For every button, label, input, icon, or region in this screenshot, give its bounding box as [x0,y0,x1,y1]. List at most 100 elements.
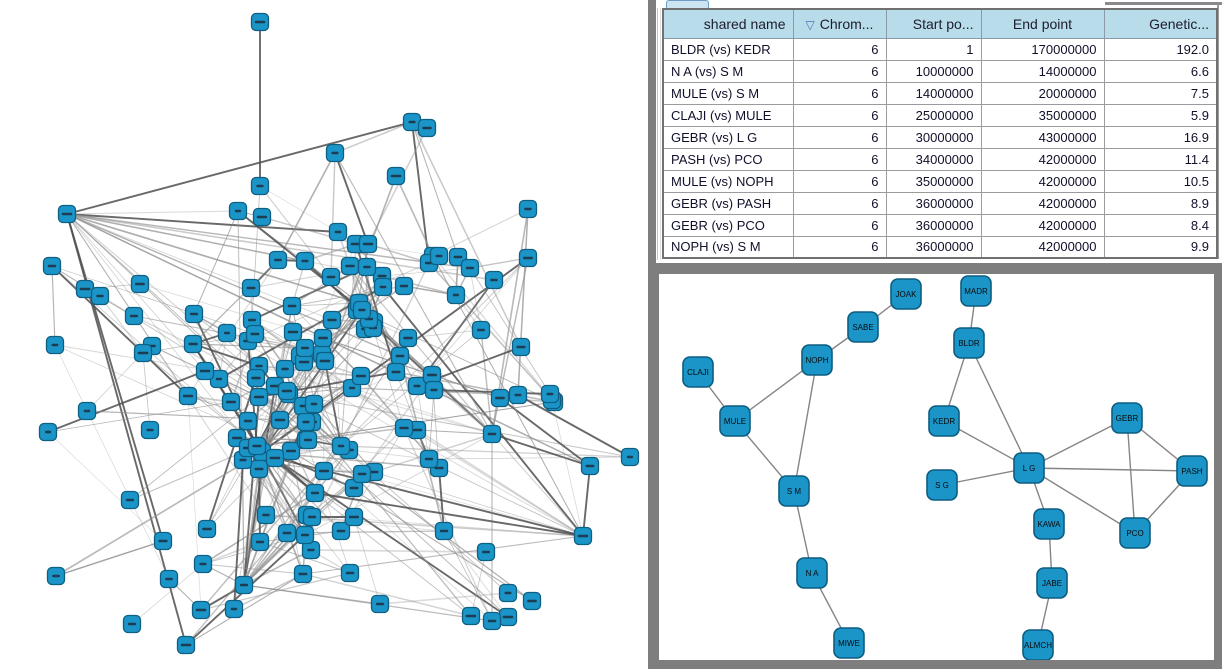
table-cell[interactable]: 192.0 [1103,37,1218,61]
table-cell[interactable]: 42000000 [980,235,1105,259]
table-cell[interactable]: 5.9 [1103,103,1218,127]
node-label-mark [301,346,309,350]
network-node-sm[interactable] [778,475,810,507]
network-node-pash[interactable] [1176,455,1208,487]
table-cell[interactable]: 42000000 [980,147,1105,171]
table-cell[interactable]: 42000000 [980,213,1105,237]
table-cell[interactable]: 10000000 [885,59,982,83]
table-cell[interactable]: 16.9 [1103,125,1218,149]
table-row[interactable]: GEBR (vs) PCO 6 36000000 42000000 8.4 [662,213,1218,237]
table-cell[interactable]: GEBR (vs) L G [662,125,794,149]
table-cell[interactable]: MULE (vs) NOPH [662,169,794,193]
network-node-na[interactable] [796,557,828,589]
column-header-label: End point [1012,15,1073,32]
table-cell[interactable]: 7.5 [1103,81,1218,105]
table-cell[interactable]: 6 [792,235,887,259]
table-cell[interactable]: 34000000 [885,147,982,171]
table-row[interactable]: MULE (vs) S M 6 14000000 20000000 7.5 [662,81,1218,105]
table-cell[interactable]: BLDR (vs) KEDR [662,37,794,61]
network-node-jabe[interactable] [1036,567,1068,599]
table-cell[interactable]: 11.4 [1103,147,1218,171]
network-node-claji[interactable] [682,356,714,388]
table-cell[interactable]: NOPH (vs) S M [662,235,794,259]
node-label-mark [577,534,589,538]
table-cell[interactable]: 20000000 [980,81,1105,105]
network-node-miwe[interactable] [833,627,865,659]
table-cell[interactable]: 43000000 [980,125,1105,149]
table-row[interactable]: GEBR (vs) L G 6 30000000 43000000 16.9 [662,125,1218,149]
table-cell[interactable]: PASH (vs) PCO [662,147,794,171]
network-node-mule[interactable] [719,405,751,437]
table-cell[interactable]: GEBR (vs) PASH [662,191,794,215]
network-node-noph[interactable] [801,344,833,376]
table-cell[interactable]: 6.6 [1103,59,1218,83]
node-label-mark [232,436,243,440]
table-cell[interactable]: 10.5 [1103,169,1218,193]
network-node-kedr[interactable] [928,405,960,437]
table-cell[interactable]: 42000000 [980,191,1105,215]
column-header-genetic[interactable]: Genetic... [1103,8,1218,39]
table-cell[interactable]: 8.4 [1103,213,1218,237]
network-edge [491,433,584,537]
table-cell[interactable]: 6 [792,147,887,171]
table-cell[interactable]: 36000000 [885,191,982,215]
node-label-mark [390,174,402,178]
table-row[interactable]: CLAJI (vs) MULE 6 25000000 35000000 5.9 [662,103,1218,127]
table-cell[interactable]: 14000000 [885,81,982,105]
node-label-mark [435,254,443,258]
table-tab[interactable] [666,0,709,8]
column-header-sharedname[interactable]: shared name [662,8,794,39]
overview-network-view[interactable]: JOAK MADR SABE BLDR NOPH CLAJI GEBR MULE KEDR L G… [659,274,1214,660]
node-label-mark [298,360,310,364]
column-header-chrom[interactable]: ▽ Chrom... [792,8,887,39]
table-cell[interactable]: 25000000 [885,103,982,127]
table-cell[interactable]: 30000000 [885,125,982,149]
table-cell[interactable]: 14000000 [980,59,1105,83]
table-cell[interactable]: N A (vs) S M [662,59,794,83]
node-label-mark [96,294,104,298]
filter-icon[interactable]: ▽ [805,17,815,32]
network-node-gebr[interactable] [1111,402,1143,434]
table-cell[interactable]: 8.9 [1103,191,1218,215]
node-label-mark [254,20,266,24]
table-cell[interactable]: 36000000 [885,235,982,259]
table-cell[interactable]: 9.9 [1103,235,1218,259]
network-node-kawa[interactable] [1033,508,1065,540]
table-cell[interactable]: 35000000 [885,169,982,193]
network-edge [480,329,493,435]
table-cell[interactable]: MULE (vs) S M [662,81,794,105]
table-cell[interactable]: 36000000 [885,213,982,237]
main-network-view[interactable] [0,0,648,669]
table-cell[interactable]: 6 [792,37,887,61]
table-row[interactable]: NOPH (vs) S M 6 36000000 42000000 9.9 [662,235,1218,259]
table-cell[interactable]: 170000000 [980,37,1105,61]
table-cell[interactable]: GEBR (vs) PCO [662,213,794,237]
column-header-startpo[interactable]: Start po... [885,8,982,39]
table-row[interactable]: GEBR (vs) PASH 6 36000000 42000000 8.9 [662,191,1218,215]
table-cell[interactable]: 6 [792,191,887,215]
table-row[interactable]: MULE (vs) NOPH 6 35000000 42000000 10.5 [662,169,1218,193]
network-node-lg[interactable] [1013,452,1045,484]
network-node-almch[interactable] [1022,629,1054,660]
table-cell[interactable]: CLAJI (vs) MULE [662,103,794,127]
table-cell[interactable]: 6 [792,213,887,237]
network-node-joak[interactable] [890,278,922,310]
network-node-pco[interactable] [1119,517,1151,549]
network-node-bldr[interactable] [953,327,985,359]
table-cell[interactable]: 1 [885,37,982,61]
network-node-sabe[interactable] [847,311,879,343]
network-node-sg[interactable] [926,469,958,501]
network-node-madr[interactable] [960,275,992,307]
table-cell[interactable]: 42000000 [980,169,1105,193]
table-cell[interactable]: 6 [792,59,887,83]
table-row[interactable]: N A (vs) S M 6 10000000 14000000 6.6 [662,59,1218,83]
table-row[interactable]: PASH (vs) PCO 6 34000000 42000000 11.4 [662,147,1218,171]
table-cell[interactable]: 6 [792,169,887,193]
column-header-endpoint[interactable]: End point [980,8,1105,39]
table-cell[interactable]: 35000000 [980,103,1105,127]
node-label-mark [363,265,371,269]
table-cell[interactable]: 6 [792,103,887,127]
table-row[interactable]: BLDR (vs) KEDR 6 1 170000000 192.0 [662,37,1218,61]
table-cell[interactable]: 6 [792,125,887,149]
table-cell[interactable]: 6 [792,81,887,105]
